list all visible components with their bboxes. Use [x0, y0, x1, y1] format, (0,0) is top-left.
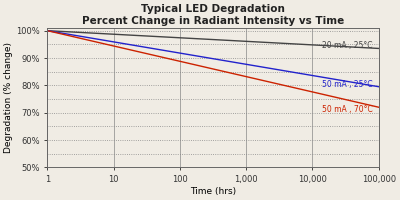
Y-axis label: Degradation (% change): Degradation (% change)	[4, 42, 13, 153]
X-axis label: Time (hrs): Time (hrs)	[190, 187, 236, 196]
Title: Typical LED Degradation
Percent Change in Radiant Intensity vs Time: Typical LED Degradation Percent Change i…	[82, 4, 344, 26]
Text: 50 mA , 70°C: 50 mA , 70°C	[322, 105, 372, 114]
Text: 20 mA , 25°C: 20 mA , 25°C	[322, 41, 372, 50]
Text: 50 mA , 25°C: 50 mA , 25°C	[322, 80, 372, 89]
